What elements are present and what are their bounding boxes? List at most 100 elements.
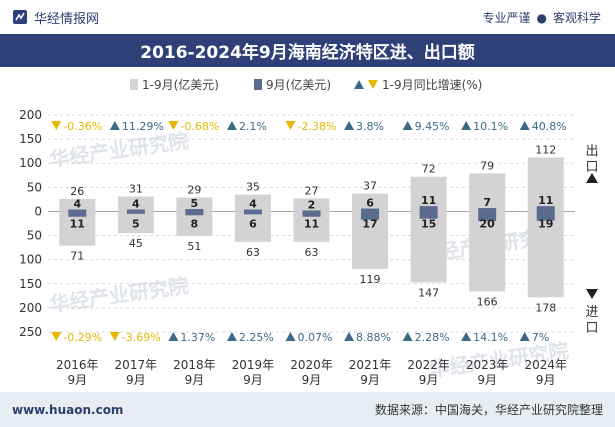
data-label-ytd-import: 63	[305, 246, 319, 259]
data-label-ytd-export: 37	[363, 180, 377, 193]
chart: 华经产业研究院华经产业研究院华经产业研究院华经产业研究院1-9月(亿美元)9月(…	[19, 77, 598, 387]
bar-month-import	[478, 211, 497, 222]
x-tick-label-month: 9月	[67, 373, 87, 387]
data-label-ytd-import: 147	[418, 286, 439, 299]
x-tick-label-month: 9月	[302, 373, 322, 387]
export-growth-label: -0.68%	[180, 120, 219, 133]
data-label-month-import: 11	[304, 217, 319, 230]
bar-month-export	[126, 209, 145, 212]
bar-ytd-export	[352, 193, 389, 212]
footer: www.huaon.com 数据来源：中国海关，华经产业研究院整理	[0, 392, 615, 427]
export-growth-up-triangle-icon	[344, 121, 355, 130]
import-side-label-2: 口	[585, 321, 598, 336]
bar-month-import	[302, 211, 321, 217]
bar-ytd-export	[527, 157, 564, 212]
import-growth-label: 7%	[532, 331, 549, 344]
import-growth-label: 0.07%	[298, 331, 333, 344]
top-bar: 华经情报网 专业严谨 ● 客观科学	[0, 0, 615, 34]
export-growth-down-triangle-icon	[51, 121, 62, 130]
data-label-month-export: 11	[421, 194, 436, 207]
x-tick-label-month: 9月	[126, 373, 146, 387]
bar-month-import	[243, 211, 262, 215]
import-growth-up-triangle-icon	[226, 332, 237, 341]
legend-up-triangle-icon	[354, 80, 364, 89]
bar-month-import	[536, 211, 555, 221]
bar-month-import	[126, 211, 145, 214]
export-growth-down-triangle-icon	[168, 121, 179, 130]
data-label-month-export: 4	[249, 198, 257, 211]
data-label-ytd-export: 72	[422, 163, 436, 176]
watermark-text: 华经产业研究院	[48, 128, 190, 171]
x-tick-label-year: 2024年	[524, 358, 567, 372]
legend-swatch-ytd	[130, 79, 138, 90]
chart-title: 2016-2024年9月海南经济特区进、出口额	[140, 43, 475, 63]
import-arrow-down-icon	[586, 289, 598, 299]
data-label-ytd-export: 27	[305, 184, 319, 197]
bar-ytd-export	[59, 198, 96, 212]
data-label-month-import: 19	[538, 217, 553, 230]
data-label-month-import: 20	[480, 217, 496, 230]
import-growth-up-triangle-icon	[285, 332, 296, 341]
site-link[interactable]: www.huaon.com	[12, 402, 124, 417]
bar-ytd-export	[234, 194, 271, 212]
import-growth-down-triangle-icon	[51, 332, 62, 341]
bar-ytd-export	[410, 176, 447, 212]
bar-month-import	[185, 211, 204, 216]
data-label-month-export: 7	[483, 196, 491, 209]
brand[interactable]: 华经情报网	[12, 8, 99, 27]
data-label-month-import: 6	[249, 217, 257, 230]
y-tick-label: 200	[19, 301, 42, 315]
data-label-ytd-export: 35	[246, 181, 260, 194]
data-label-ytd-import: 63	[246, 246, 260, 259]
export-growth-up-triangle-icon	[402, 121, 413, 130]
bar-month-export	[302, 210, 321, 212]
data-label-ytd-export: 79	[480, 159, 494, 172]
export-growth-up-triangle-icon	[519, 121, 530, 130]
bar-month-import	[419, 211, 438, 219]
y-tick-label: 0	[34, 204, 42, 218]
export-growth-label: -0.36%	[63, 120, 102, 133]
data-label-month-import: 17	[362, 217, 377, 230]
bar-month-export	[185, 209, 204, 212]
bar-month-export	[536, 206, 555, 212]
x-tick-label-year: 2020年	[290, 358, 333, 372]
data-label-ytd-import: 178	[535, 301, 556, 314]
bar-ytd-export	[469, 173, 506, 212]
y-tick-label: 50	[27, 229, 42, 243]
data-label-month-export: 5	[191, 197, 199, 210]
bar-ytd-import	[410, 211, 447, 283]
y-tick-label: 200	[19, 108, 42, 122]
export-growth-label: 9.45%	[415, 120, 450, 133]
data-label-month-export: 2	[308, 198, 316, 211]
export-side-label-2: 口	[585, 160, 598, 175]
export-growth-label: 40.8%	[532, 120, 567, 133]
data-label-ytd-import: 119	[360, 273, 381, 286]
import-growth-label: 2.28%	[415, 331, 450, 344]
export-growth-label: 10.1%	[473, 120, 508, 133]
import-growth-label: -0.29%	[63, 331, 102, 344]
bar-ytd-import	[117, 211, 154, 234]
export-growth-up-triangle-icon	[226, 121, 237, 130]
data-label-month-import: 5	[132, 217, 140, 230]
x-tick-label-month: 9月	[185, 373, 205, 387]
brand-name: 华经情报网	[34, 11, 100, 27]
legend-label-month: 9月(亿美元)	[266, 77, 331, 92]
tagline-right: 客观科学	[552, 10, 601, 25]
export-growth-up-triangle-icon	[109, 121, 120, 130]
x-tick-label-month: 9月	[419, 373, 439, 387]
x-tick-label-year: 2022年	[407, 358, 450, 372]
import-growth-label: 1.37%	[180, 331, 215, 344]
export-growth-up-triangle-icon	[461, 121, 472, 130]
chart-title-bar: 2016-2024年9月海南经济特区进、出口额	[0, 34, 615, 67]
legend-down-triangle-icon	[368, 80, 378, 89]
import-growth-up-triangle-icon	[519, 332, 530, 341]
data-label-ytd-import: 166	[477, 295, 498, 308]
x-tick-label-year: 2023年	[466, 358, 509, 372]
data-label-month-export: 6	[366, 197, 374, 210]
bar-ytd-import	[59, 211, 96, 246]
bar-ytd-import	[352, 211, 389, 269]
bar-ytd-import	[527, 211, 564, 298]
data-label-month-export: 4	[132, 198, 140, 211]
x-tick-label-year: 2018年	[173, 358, 216, 372]
